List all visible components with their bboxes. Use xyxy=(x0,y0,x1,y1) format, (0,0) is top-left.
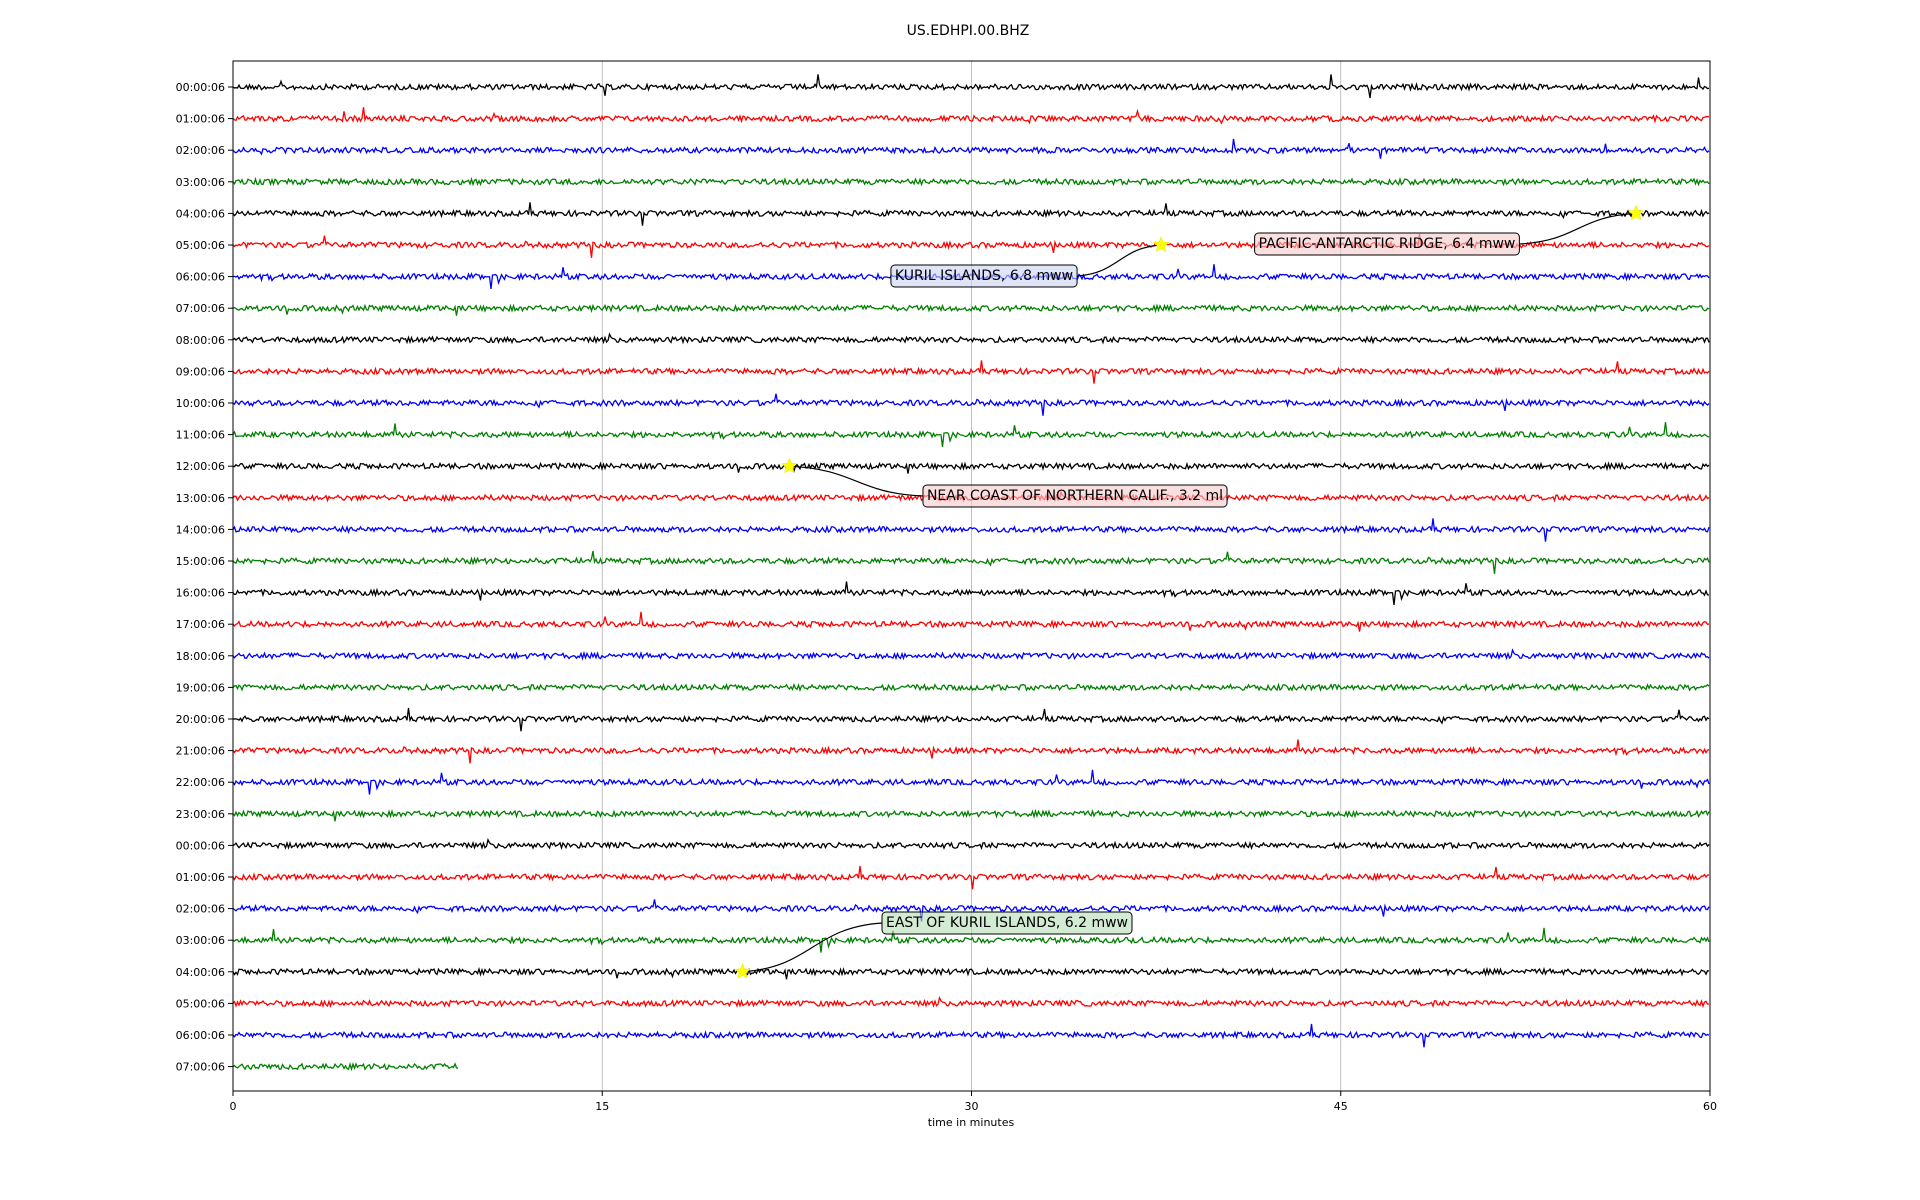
annotation-connector xyxy=(742,922,883,973)
row-time-label: 01:00:06 xyxy=(176,871,225,884)
row-time-label: 05:00:06 xyxy=(176,239,225,252)
trace-line xyxy=(232,74,1710,99)
trace-line xyxy=(232,899,1710,922)
row-time-label: 08:00:06 xyxy=(176,334,225,347)
row-time-label: 09:00:06 xyxy=(176,365,225,378)
event-annotation: KURIL ISLANDS, 6.8 mww xyxy=(890,236,1170,288)
x-tick-label: 45 xyxy=(1334,1100,1348,1113)
event-annotation: PACIFIC-ANTARCTIC RIDGE, 6.4 mww xyxy=(1254,204,1645,256)
trace-line xyxy=(232,927,1710,953)
row-time-label: 07:00:06 xyxy=(176,302,225,315)
row-time-label: 23:00:06 xyxy=(176,808,225,821)
row-time-label: 15:00:06 xyxy=(176,555,225,568)
row-time-labels: 00:00:06 01:00:06 02:00:06 03:00:06 04:00:06… xyxy=(176,81,233,1074)
trace-line xyxy=(232,707,1710,732)
event-star-marker xyxy=(1152,236,1170,253)
event-annotation: EAST OF KURIL ISLANDS, 6.2 mww xyxy=(734,911,1133,979)
row-time-label: 02:00:06 xyxy=(176,144,225,157)
trace-line xyxy=(232,461,1710,474)
row-time-label: 18:00:06 xyxy=(176,650,225,663)
annotation-label: EAST OF KURIL ISLANDS, 6.2 mww xyxy=(886,915,1128,931)
trace-line xyxy=(232,360,1710,384)
row-time-label: 01:00:06 xyxy=(176,113,225,126)
annotation-box xyxy=(890,264,1078,288)
trace-line xyxy=(232,332,1710,345)
event-star-marker xyxy=(734,963,751,979)
event-annotations: KURIL ISLANDS, 6.8 mww PACIFIC-ANTARCTIC … xyxy=(734,204,1645,979)
row-time-label: 04:00:06 xyxy=(176,966,225,979)
row-time-label: 03:00:06 xyxy=(176,176,225,189)
trace-line xyxy=(232,107,1710,125)
trace-line xyxy=(232,995,1709,1009)
event-annotation: NEAR COAST OF NORTHERN CALIF., 3.2 ml xyxy=(781,457,1228,508)
event-star-marker xyxy=(781,457,798,474)
row-time-label: 16:00:06 xyxy=(176,587,225,600)
chart-title: US.EDHPI.00.BHZ xyxy=(907,23,1030,39)
x-tick-label: 30 xyxy=(965,1100,979,1113)
annotation-connector xyxy=(1519,212,1637,245)
trace-line xyxy=(232,769,1710,795)
row-time-label: 10:00:06 xyxy=(176,397,225,410)
row-time-label: 13:00:06 xyxy=(176,492,225,505)
trace-line xyxy=(232,393,1710,416)
x-tick-label: 60 xyxy=(1703,1100,1717,1113)
row-time-label: 11:00:06 xyxy=(176,429,225,442)
row-time-label: 00:00:06 xyxy=(176,839,225,852)
annotation-box xyxy=(1254,232,1520,256)
trace-line xyxy=(232,611,1710,632)
trace-line xyxy=(232,550,1710,574)
row-time-label: 12:00:06 xyxy=(176,460,225,473)
annotation-label: PACIFIC-ANTARCTIC RIDGE, 6.4 mww xyxy=(1259,236,1516,252)
trace-line xyxy=(232,581,1709,605)
row-time-label: 05:00:06 xyxy=(176,997,225,1010)
row-time-label: 02:00:06 xyxy=(176,903,225,916)
trace-line xyxy=(232,648,1710,661)
trace-line xyxy=(232,422,1710,447)
row-time-label: 03:00:06 xyxy=(176,934,225,947)
row-time-label: 19:00:06 xyxy=(176,681,225,694)
trace-line xyxy=(232,303,1710,316)
row-time-label: 21:00:06 xyxy=(176,745,225,758)
row-time-label: 14:00:06 xyxy=(176,523,225,536)
annotation-box xyxy=(881,911,1133,935)
trace-line xyxy=(232,138,1710,159)
annotation-label: KURIL ISLANDS, 6.8 mww xyxy=(895,268,1073,284)
row-time-label: 20:00:06 xyxy=(176,713,225,726)
x-tick-label: 0 xyxy=(230,1100,237,1113)
annotation-connector xyxy=(1077,244,1162,277)
row-time-label: 17:00:06 xyxy=(176,618,225,631)
x-axis-ticks: 0 15 30 45 60 xyxy=(230,1091,1717,1113)
row-time-label: 04:00:06 xyxy=(176,207,225,220)
trace-line xyxy=(232,865,1710,890)
row-time-label: 06:00:06 xyxy=(176,271,225,284)
seismic-traces xyxy=(232,74,1710,1072)
trace-line xyxy=(232,202,1710,226)
trace-line xyxy=(232,518,1710,542)
trace-line xyxy=(232,739,1710,764)
trace-line xyxy=(232,176,1710,187)
trace-line xyxy=(232,1023,1710,1048)
x-tick-label: 15 xyxy=(595,1100,609,1113)
annotation-connector xyxy=(789,465,924,497)
trace-line xyxy=(232,966,1710,980)
annotation-label: NEAR COAST OF NORTHERN CALIF., 3.2 ml xyxy=(927,488,1223,504)
x-axis-label: time in minutes xyxy=(928,1116,1015,1129)
row-time-label: 00:00:06 xyxy=(176,81,225,94)
trace-line xyxy=(232,1061,459,1072)
trace-line xyxy=(232,808,1710,822)
trace-line xyxy=(232,837,1710,851)
row-time-label: 22:00:06 xyxy=(176,776,225,789)
annotation-box xyxy=(922,484,1228,508)
row-time-label: 06:00:06 xyxy=(176,1029,225,1042)
grid-lines xyxy=(601,61,1342,1091)
row-time-label: 07:00:06 xyxy=(176,1061,225,1074)
trace-line xyxy=(232,682,1710,693)
event-star-marker xyxy=(1627,204,1645,221)
